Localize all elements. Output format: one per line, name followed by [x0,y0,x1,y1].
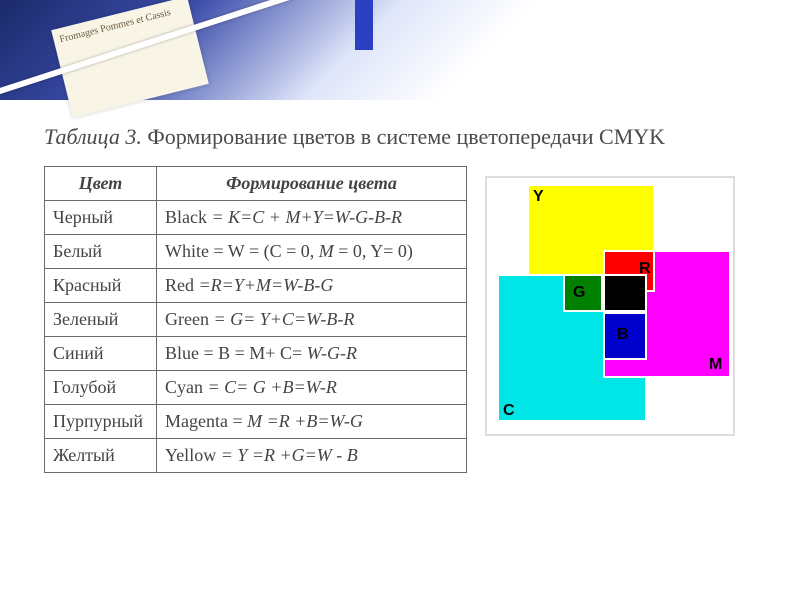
table-row: ПурпурныйMagenta = M =R +B=W-G [45,404,467,438]
color-name-cell: Черный [45,200,157,234]
color-name-cell: Зеленый [45,302,157,336]
diagram-label-c: C [503,402,515,420]
diagram-label-b: B [617,326,629,344]
diagram-label-g: G [573,284,585,302]
table-row: ЖелтыйYellow = Y =R +G=W - B [45,438,467,472]
diagram-label-y: Y [533,188,544,206]
table-row: ЧерныйBlack = K=C + M+Y=W-G-B-R [45,200,467,234]
slide-banner: Fromages Pommes et Cassis [0,0,800,100]
table-header-formula: Формирование цвета [157,166,467,200]
banner-blue-bar [355,0,373,50]
main-row: Цвет Формирование цвета ЧерныйBlack = K=… [44,166,756,473]
cmyk-venn-diagram: Y C M R G B [485,176,735,436]
table-row: ГолубойCyan = C= G +B=W-R [45,370,467,404]
formula-cell: Blue = B = M+ C= W-G-R [157,336,467,370]
diagram-label-m: M [709,356,722,374]
formula-cell: Yellow = Y =R +G=W - B [157,438,467,472]
title-prefix: Таблица 3. [44,124,142,149]
diagram-square-k [603,274,647,312]
formula-cell: Red =R=Y+M=W-B-G [157,268,467,302]
formula-cell: Magenta = M =R +B=W-G [157,404,467,438]
formula-cell: Green = G= Y+C=W-B-R [157,302,467,336]
table-row: КрасныйRed =R=Y+M=W-B-G [45,268,467,302]
title-rest: Формирование цветов в системе цветоперед… [142,124,665,149]
table-row: СинийBlue = B = M+ C= W-G-R [45,336,467,370]
color-name-cell: Пурпурный [45,404,157,438]
banner-paper-scrap: Fromages Pommes et Cassis [51,0,209,118]
color-name-cell: Красный [45,268,157,302]
color-name-cell: Синий [45,336,157,370]
formula-cell: White = W = (C = 0, M = 0, Y= 0) [157,234,467,268]
table-header-color: Цвет [45,166,157,200]
diagram-label-r: R [639,260,651,278]
color-name-cell: Белый [45,234,157,268]
table-row: ЗеленыйGreen = G= Y+C=W-B-R [45,302,467,336]
cmyk-table: Цвет Формирование цвета ЧерныйBlack = K=… [44,166,467,473]
slide-content: Таблица 3. Формирование цветов в системе… [0,100,800,473]
formula-cell: Cyan = C= G +B=W-R [157,370,467,404]
table-header-row: Цвет Формирование цвета [45,166,467,200]
table-row: БелыйWhite = W = (C = 0, M = 0, Y= 0) [45,234,467,268]
color-name-cell: Голубой [45,370,157,404]
formula-cell: Black = K=C + M+Y=W-G-B-R [157,200,467,234]
color-name-cell: Желтый [45,438,157,472]
slide-title: Таблица 3. Формирование цветов в системе… [44,116,756,158]
